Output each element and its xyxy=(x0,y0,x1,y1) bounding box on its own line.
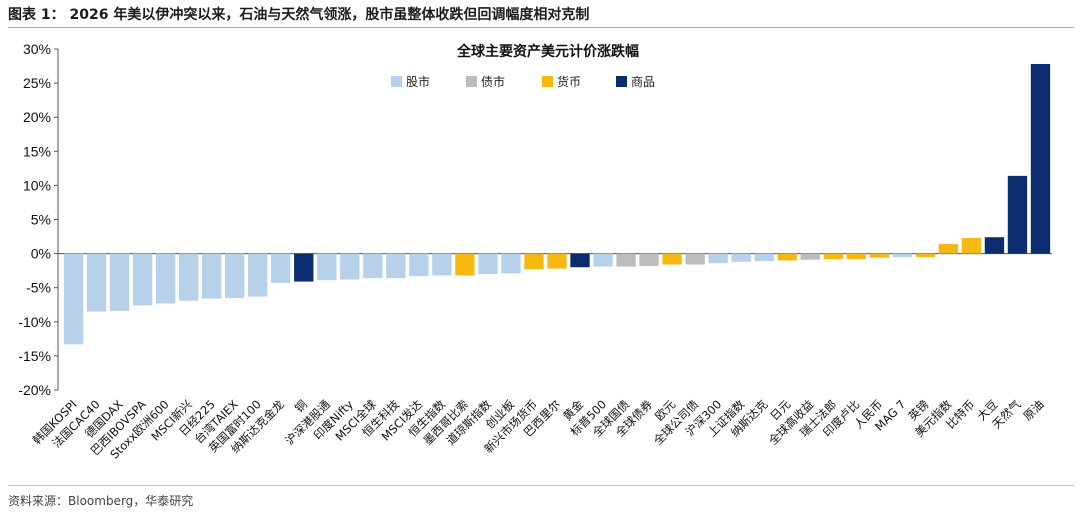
legend-swatch-3 xyxy=(616,76,627,87)
bar-34 xyxy=(846,253,866,260)
y-tick-label-9: 25% xyxy=(23,75,51,91)
bar-24 xyxy=(616,253,636,267)
y-tick-label-5: 5% xyxy=(31,212,51,228)
legend-swatch-1 xyxy=(466,76,477,87)
bar-32 xyxy=(800,253,820,260)
bar-22 xyxy=(570,253,590,268)
bar-5 xyxy=(178,253,199,301)
bar-2 xyxy=(109,253,130,311)
bar-42 xyxy=(1030,64,1051,254)
y-tick-label-10: 30% xyxy=(23,41,51,57)
legend-label-3: 商品 xyxy=(631,74,655,89)
bar-18 xyxy=(478,253,498,275)
bar-1 xyxy=(86,253,107,312)
legend-label-2: 货币 xyxy=(557,74,581,89)
bar-14 xyxy=(386,253,406,279)
y-tick-label-7: 15% xyxy=(23,143,51,159)
bar-23 xyxy=(593,253,613,267)
bar-8 xyxy=(248,253,268,297)
y-tick-label-3: -5% xyxy=(26,280,51,296)
bar-12 xyxy=(340,253,360,280)
bar-27 xyxy=(685,253,705,265)
bar-33 xyxy=(823,253,843,260)
x-tick-labels: 韩国KOSPI法国CAC40德国DAX巴西IBOVSPAStoxx欧洲600MS… xyxy=(30,397,1047,462)
bar-20 xyxy=(524,253,544,270)
legend-swatch-0 xyxy=(391,76,402,87)
chart-title: 全球主要资产美元计价涨跌幅 xyxy=(456,43,639,60)
bar-4 xyxy=(155,253,176,304)
bar-40 xyxy=(984,237,1005,254)
y-tick-label-8: 20% xyxy=(23,109,51,125)
bar-10 xyxy=(294,253,314,282)
bar-25 xyxy=(639,253,659,266)
bar-3 xyxy=(132,253,153,306)
bar-21 xyxy=(547,253,567,269)
legend-label-1: 债市 xyxy=(481,74,505,89)
bar-11 xyxy=(317,253,337,281)
y-axis: -20% -15% -10% -5% 0% 5% 10% 15% 20% 25% 30% xyxy=(18,41,1052,398)
bar-6 xyxy=(201,253,222,299)
bar-31 xyxy=(777,253,797,261)
bars-group xyxy=(63,64,1051,345)
figure-title: 图表 1： 2026 年美以伊冲突以来，石油与天然气领涨，股市虽整体收跌但回调幅… xyxy=(8,7,590,23)
bar-37 xyxy=(915,253,936,258)
bar-36 xyxy=(892,253,913,258)
bar-39 xyxy=(961,237,982,254)
bar-35 xyxy=(869,253,889,258)
legend-label-0: 股市 xyxy=(406,74,430,89)
bar-28 xyxy=(708,253,728,264)
bar-7 xyxy=(225,253,245,298)
bar-16 xyxy=(432,253,452,276)
bar-29 xyxy=(731,253,751,262)
y-tick-label-2: -10% xyxy=(18,314,51,330)
y-tick-label-6: 10% xyxy=(23,177,51,193)
bar-30 xyxy=(754,253,774,262)
top-rule xyxy=(8,27,1074,28)
y-tick-label-0: -20% xyxy=(18,382,51,398)
bar-0 xyxy=(63,253,84,345)
y-tick-label-1: -15% xyxy=(18,348,51,364)
bar-38 xyxy=(938,244,959,254)
bar-19 xyxy=(501,253,521,274)
legend-swatch-2 xyxy=(542,76,553,87)
bar-26 xyxy=(662,253,682,265)
bar-9 xyxy=(271,253,291,283)
bar-17 xyxy=(455,253,475,276)
x-tick-label-42: 原油 xyxy=(1020,397,1046,423)
bar-13 xyxy=(363,253,383,279)
bottom-rule xyxy=(8,485,1074,486)
bar-chart: 全球主要资产美元计价涨跌幅 股市 债市 货币 商品 -20% -15% -10% -5% 0%… xyxy=(18,41,1052,462)
bar-15 xyxy=(409,253,429,277)
source-note: 资料来源：Bloomberg，华泰研究 xyxy=(8,494,194,508)
y-tick-label-4: 0% xyxy=(31,246,51,262)
chart-legend: 股市 债市 货币 商品 xyxy=(391,74,655,89)
bar-41 xyxy=(1007,175,1028,254)
